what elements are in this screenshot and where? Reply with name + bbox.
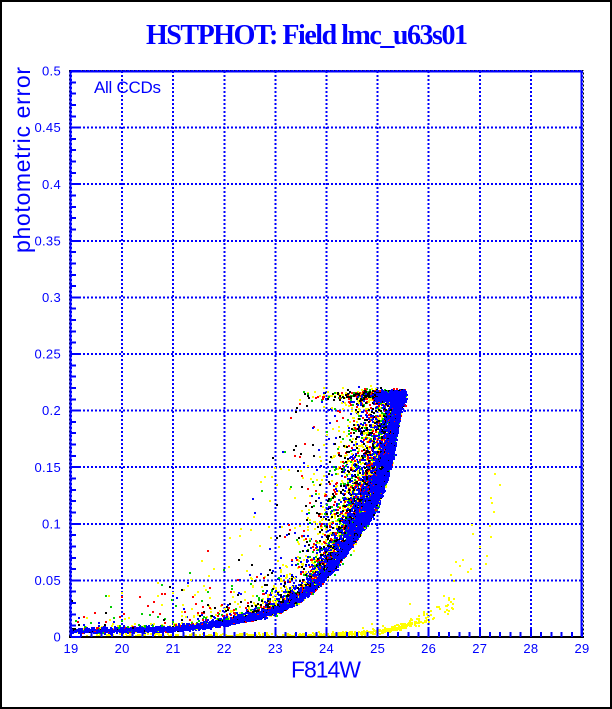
- svg-text:24: 24: [319, 641, 334, 656]
- svg-text:0.05: 0.05: [34, 573, 61, 588]
- svg-text:21: 21: [166, 641, 181, 656]
- svg-text:0.3: 0.3: [42, 290, 61, 305]
- svg-text:0.5: 0.5: [42, 64, 61, 79]
- svg-text:HSTPHOT: Field lmc_u63s01: HSTPHOT: Field lmc_u63s01: [146, 20, 468, 51]
- svg-text:0.1: 0.1: [42, 516, 61, 531]
- svg-text:23: 23: [268, 641, 283, 656]
- svg-text:F814W: F814W: [291, 657, 361, 683]
- svg-text:0.35: 0.35: [34, 233, 61, 248]
- svg-text:27: 27: [472, 641, 487, 656]
- svg-text:22: 22: [217, 641, 232, 656]
- svg-text:0.2: 0.2: [42, 403, 61, 418]
- svg-text:20: 20: [115, 641, 130, 656]
- svg-text:All CCDs: All CCDs: [94, 78, 161, 97]
- svg-text:28: 28: [523, 641, 538, 656]
- svg-text:0.4: 0.4: [42, 177, 61, 192]
- svg-text:0.45: 0.45: [34, 120, 61, 135]
- svg-text:0: 0: [53, 630, 61, 645]
- svg-text:25: 25: [370, 641, 385, 656]
- svg-text:photometric error: photometric error: [9, 67, 35, 253]
- svg-text:29: 29: [574, 641, 589, 656]
- svg-text:26: 26: [421, 641, 436, 656]
- svg-text:0.25: 0.25: [34, 347, 61, 362]
- svg-text:0.15: 0.15: [34, 460, 61, 475]
- svg-text:19: 19: [63, 641, 78, 656]
